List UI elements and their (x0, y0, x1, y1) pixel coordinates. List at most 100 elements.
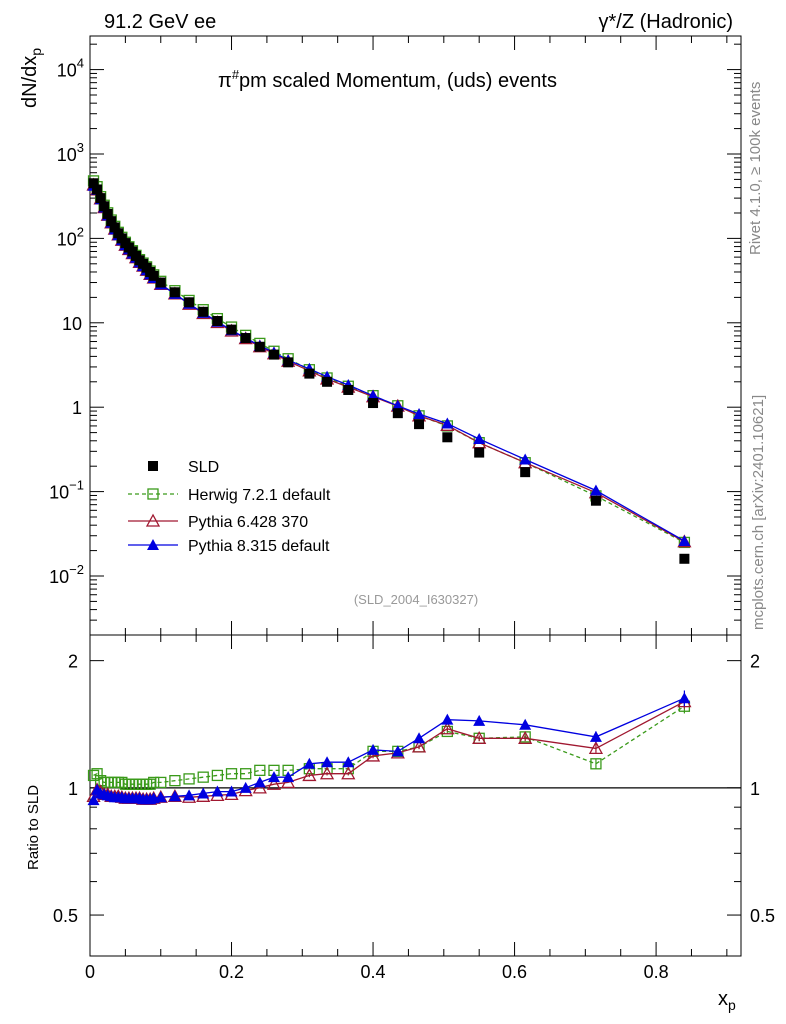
data-point (95, 193, 106, 204)
ratio-point (148, 776, 160, 789)
ratio-tick-label-right: 1 (750, 779, 760, 799)
ratio-point (197, 787, 210, 799)
y-tick-label: 102 (57, 224, 84, 249)
ratio-point (225, 768, 238, 780)
data-point (148, 270, 159, 281)
data-point (441, 417, 454, 429)
y-axis-label-sub: p (28, 48, 44, 56)
data-point (106, 216, 117, 227)
analysis-id: (SLD_2004_I630327) (354, 592, 478, 607)
ratio-tick-label: 0.5 (53, 906, 78, 926)
legend-marker (147, 488, 159, 500)
y-axis-label: dN/dxp (19, 48, 44, 108)
y-tick-label-base: 10 (49, 567, 69, 587)
ratio-point (391, 745, 404, 757)
data-point (283, 357, 294, 368)
ratio-point (211, 785, 224, 797)
y-tick-label-base: 10 (57, 229, 77, 249)
ratio-tick-label: 1 (68, 779, 78, 799)
data-point (304, 368, 315, 379)
ratio-point (168, 790, 181, 802)
legend-label: SLD (188, 459, 219, 476)
ratio-point (413, 732, 426, 744)
ratio-point (282, 771, 295, 783)
legend-label: Pythia 6.428 370 (188, 514, 308, 531)
data-point (589, 484, 602, 496)
ratio-tick-label: 2 (68, 652, 78, 672)
ratio-point (197, 771, 209, 783)
x-axis-label: xp (718, 988, 736, 1013)
ratio-point (240, 768, 252, 780)
ratio-point (239, 781, 252, 793)
title-rest: pm scaled Momentum, (uds) events (239, 70, 557, 92)
data-point (322, 376, 333, 387)
ratio-axis-label: Ratio to SLD (25, 785, 42, 870)
legend-label: Herwig 7.2.1 default (188, 487, 331, 504)
legend: SLD Herwig 7.2.1 default Pythia 6.428 370 P… (128, 459, 331, 555)
ratio-point (225, 785, 238, 797)
legend-marker (145, 513, 161, 527)
ratio-point (441, 713, 454, 725)
ratio-point (183, 773, 195, 785)
legend-marker (148, 461, 158, 471)
x-axis-label-sub: p (728, 997, 736, 1013)
y-tick-label-base: 10 (57, 61, 77, 81)
x-axis-label-main: x (718, 988, 728, 1010)
ratio-point (91, 768, 103, 780)
data-point (392, 408, 403, 419)
ratio-point (183, 789, 196, 801)
data-point (268, 349, 279, 360)
ratio-point (302, 768, 317, 782)
ratio-point (155, 776, 167, 789)
data-point (88, 178, 99, 189)
data-point (391, 399, 404, 411)
main-series (86, 175, 692, 564)
x-tick-label: 0.8 (644, 962, 669, 982)
ratio-tick-label-right: 2 (750, 652, 760, 672)
ratio-point (319, 766, 335, 780)
data-point (367, 389, 380, 401)
ratio-point (589, 730, 602, 742)
ratio-point (321, 756, 334, 768)
y-tick-label: 104 (57, 56, 84, 81)
y-tick-label-exp: 4 (77, 56, 84, 71)
y-tick-label-exp: 2 (77, 224, 84, 239)
y-tick-label: 10 (62, 314, 82, 334)
ratio-point (411, 739, 427, 753)
y-tick-label-base: 10 (57, 145, 77, 165)
y-tick-label-base: 10 (49, 483, 69, 503)
data-point (473, 432, 486, 444)
ratio-point (472, 730, 487, 744)
data-point (184, 297, 195, 308)
chart-title: π#pm scaled Momentum, (uds) events (218, 67, 557, 92)
y-tick-label-exp: −1 (69, 478, 84, 493)
ratio-point (518, 730, 533, 744)
ratio-point (169, 775, 181, 787)
data-point (102, 208, 113, 219)
y-tick-label: 10−2 (49, 562, 84, 587)
ratio-point (254, 764, 266, 777)
data-point (254, 341, 265, 352)
title-superscript: # (232, 67, 240, 82)
ratio-point (365, 748, 381, 762)
ratio-point (678, 692, 691, 704)
data-point (198, 306, 209, 317)
ratio-series (86, 690, 692, 806)
x-tick-label: 0 (85, 962, 95, 982)
ratio-point (367, 743, 380, 755)
ratio-point (590, 758, 602, 770)
data-point (474, 447, 485, 458)
ratio-point (267, 771, 280, 783)
data-point (520, 467, 531, 478)
ratio-ticks: 0 0.2 0.4 0.6 0.8 2 2 1 1 0.5 0.5 (53, 635, 775, 982)
data-point (155, 277, 166, 288)
ratio-tick-label-right: 0.5 (750, 906, 775, 926)
x-tick-label: 0.4 (361, 962, 386, 982)
y-tick-label: 1 (72, 398, 82, 418)
data-point (368, 398, 379, 409)
ratio-point (303, 757, 316, 769)
